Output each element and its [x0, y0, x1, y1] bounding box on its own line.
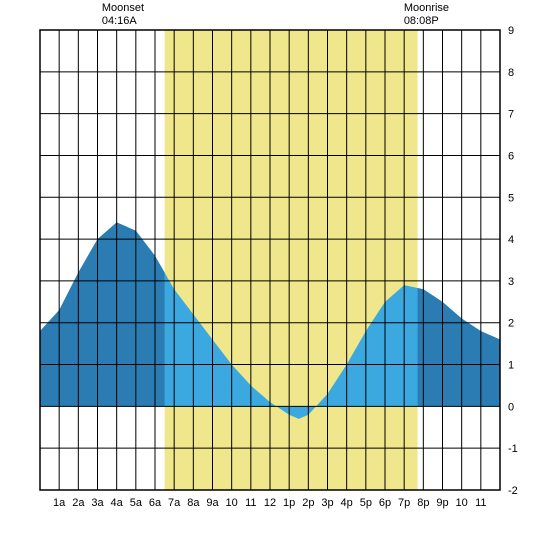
moonset-annotation: Moonset 04:16A	[102, 2, 144, 28]
svg-text:5p: 5p	[360, 497, 372, 509]
svg-text:-2: -2	[508, 485, 518, 497]
svg-text:11: 11	[245, 497, 256, 509]
svg-text:3p: 3p	[321, 497, 333, 509]
svg-text:6: 6	[508, 150, 514, 162]
svg-text:10: 10	[226, 497, 238, 509]
svg-text:3: 3	[508, 276, 514, 288]
svg-text:2a: 2a	[72, 497, 85, 509]
svg-text:7: 7	[508, 109, 514, 121]
moonrise-annotation: Moonrise 08:08P	[404, 2, 449, 28]
svg-text:1a: 1a	[53, 497, 66, 509]
svg-text:5a: 5a	[130, 497, 143, 509]
svg-text:2: 2	[508, 318, 514, 330]
svg-text:9: 9	[508, 25, 514, 37]
moonrise-time: 08:08P	[404, 15, 449, 28]
moonrise-label: Moonrise	[404, 2, 449, 15]
chart-svg: -2-101234567891a2a3a4a5a6a7a8a9a1011121p…	[0, 0, 550, 550]
svg-text:10: 10	[456, 497, 468, 509]
svg-text:0: 0	[508, 401, 514, 413]
svg-text:9p: 9p	[436, 497, 448, 509]
svg-text:6p: 6p	[379, 497, 391, 509]
tide-chart: Moonset 04:16A Moonrise 08:08P -2-101234…	[0, 0, 550, 550]
svg-text:9a: 9a	[206, 497, 219, 509]
moonset-label: Moonset	[102, 2, 144, 15]
svg-text:8: 8	[508, 67, 514, 79]
svg-text:1: 1	[508, 360, 514, 372]
svg-text:6a: 6a	[149, 497, 162, 509]
svg-text:3a: 3a	[91, 497, 104, 509]
svg-text:2p: 2p	[302, 497, 314, 509]
svg-text:4p: 4p	[341, 497, 353, 509]
svg-text:7p: 7p	[398, 497, 410, 509]
moonset-time: 04:16A	[102, 15, 144, 28]
svg-text:1p: 1p	[283, 497, 295, 509]
svg-text:8a: 8a	[187, 497, 200, 509]
svg-text:-1: -1	[508, 443, 518, 455]
svg-text:11: 11	[475, 497, 486, 509]
svg-text:5: 5	[508, 192, 514, 204]
svg-text:8p: 8p	[417, 497, 429, 509]
svg-text:7a: 7a	[168, 497, 181, 509]
svg-text:4: 4	[508, 234, 514, 246]
svg-text:4a: 4a	[111, 497, 124, 509]
svg-text:12: 12	[264, 497, 276, 509]
